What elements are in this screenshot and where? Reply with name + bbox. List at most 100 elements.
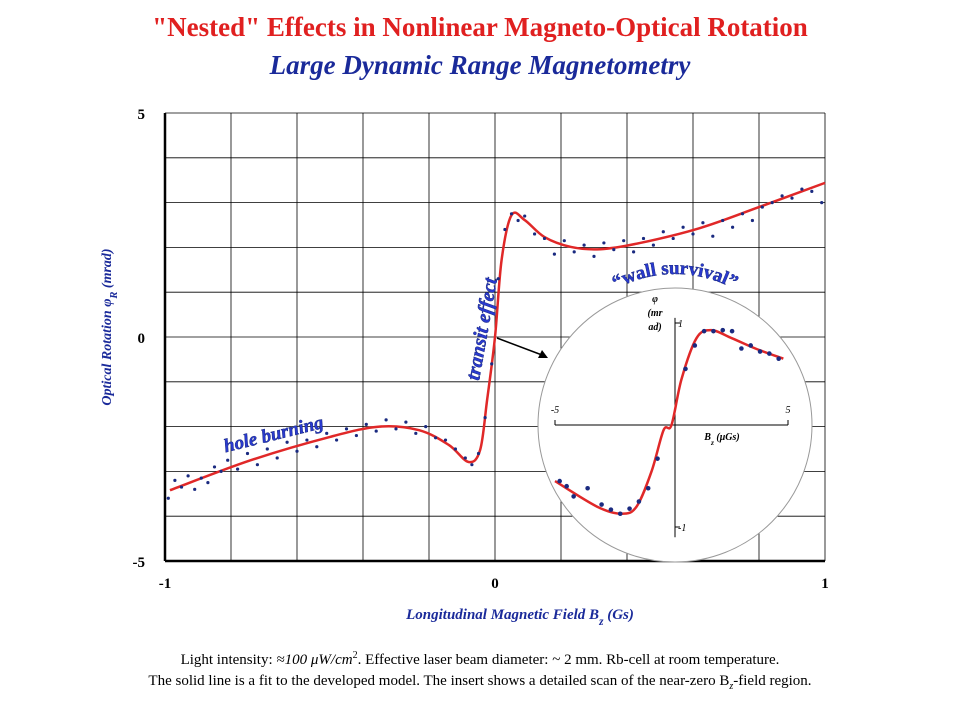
text: -field region. [733, 673, 812, 689]
text: Light intensity: [180, 652, 277, 668]
data-point [443, 438, 448, 442]
data-point [701, 221, 705, 225]
x-tick-label: 1 [821, 576, 829, 592]
data-point [641, 236, 646, 241]
label-part: z [710, 438, 714, 447]
text: . Effective laser beam diameter: ~ 2 mm.… [357, 652, 780, 668]
data-point [622, 239, 626, 243]
inset-y-label: (mr [648, 308, 663, 319]
data-point [820, 201, 824, 205]
annotation: hole burning [222, 412, 326, 457]
data-point [219, 469, 223, 473]
text: The solid line is a fit to the developed… [148, 673, 730, 689]
data-point [374, 429, 378, 433]
data-point [173, 478, 177, 482]
data-point [542, 236, 547, 241]
y-tick-label: -5 [133, 555, 146, 571]
data-point [245, 451, 250, 456]
x-axis-label: Longitudinal Magnetic Field Bz (Gs) [405, 607, 634, 628]
data-point [255, 463, 259, 467]
data-point [571, 494, 576, 499]
data-point [636, 499, 642, 504]
label-part: (μGs) [714, 432, 740, 443]
data-point [354, 433, 358, 438]
footnote-line: Light intensity: ≈100 μW/cm2. Effective … [0, 645, 960, 671]
data-point [810, 189, 814, 193]
data-point [721, 218, 725, 223]
data-point [683, 366, 688, 372]
data-point [523, 214, 527, 218]
title: "Nested" Effects in Nonlinear Magneto-Op… [152, 12, 808, 42]
x-tick-label: 0 [491, 576, 499, 592]
data-point [750, 218, 755, 223]
data-point [414, 431, 418, 435]
data-point [206, 481, 210, 485]
data-point [186, 474, 190, 478]
data-point [720, 327, 726, 333]
data-point [790, 196, 794, 200]
data-point [748, 343, 754, 348]
data-point [627, 506, 632, 511]
data-point [691, 232, 695, 236]
y-tick-label: 0 [138, 331, 146, 347]
data-point [711, 328, 716, 334]
data-point [681, 225, 685, 229]
data-point [582, 243, 586, 247]
inset-y-label: φ [652, 294, 658, 305]
y-tick-label: -1 [678, 523, 686, 534]
fit-line [169, 181, 826, 492]
footnote: Light intensity: ≈100 μW/cm2. Effective … [0, 645, 960, 697]
data-point [394, 427, 398, 431]
inset-x-label: Bz (μGs) [703, 432, 739, 447]
text: z [729, 681, 734, 692]
data-point [496, 277, 500, 281]
data-point [757, 349, 763, 354]
data-point [305, 438, 309, 442]
inset-y-label: ad) [648, 322, 661, 333]
data-point [661, 230, 665, 234]
data-point [585, 485, 590, 491]
data-point [572, 250, 576, 254]
data-point [166, 496, 170, 500]
y-axis-label: Optical Rotation φR (mrad) [100, 248, 120, 405]
x-tick-label: 5 [786, 405, 791, 416]
data-point [434, 436, 438, 440]
data-point [483, 416, 487, 420]
label-part: (mrad) [100, 248, 115, 291]
data-point [740, 212, 745, 216]
data-point [335, 438, 339, 442]
data-point [285, 440, 289, 444]
chart: "Nested" Effects in Nonlinear Magneto-Op… [100, 12, 829, 628]
data-point [651, 243, 656, 247]
data-point [701, 328, 707, 334]
text: ≈100 μW/cm [276, 652, 353, 668]
data-point [655, 456, 660, 461]
data-point [325, 431, 329, 435]
data-point [424, 425, 428, 429]
footnote-line: The solid line is a fit to the developed… [0, 671, 960, 697]
data-point [760, 205, 764, 209]
data-point [453, 447, 457, 451]
data-point [503, 227, 507, 232]
data-point [562, 239, 566, 243]
data-point [780, 194, 784, 198]
data-point [767, 351, 772, 356]
data-point [490, 362, 494, 366]
data-point [729, 328, 735, 334]
label-part: Longitudinal Magnetic Field B [405, 607, 599, 623]
data-point [612, 248, 616, 252]
data-point [671, 236, 675, 241]
arrow-head [538, 350, 548, 358]
label-part: R [109, 292, 120, 300]
data-point [608, 507, 614, 512]
data-point [770, 201, 774, 205]
data-point [199, 476, 203, 480]
data-point [212, 465, 217, 469]
data-point [602, 241, 606, 245]
data-point [617, 511, 623, 517]
arrow [496, 337, 543, 356]
data-point [463, 456, 467, 460]
subtitle: Large Dynamic Range Magnetometry [269, 50, 692, 80]
data-point [711, 234, 715, 238]
